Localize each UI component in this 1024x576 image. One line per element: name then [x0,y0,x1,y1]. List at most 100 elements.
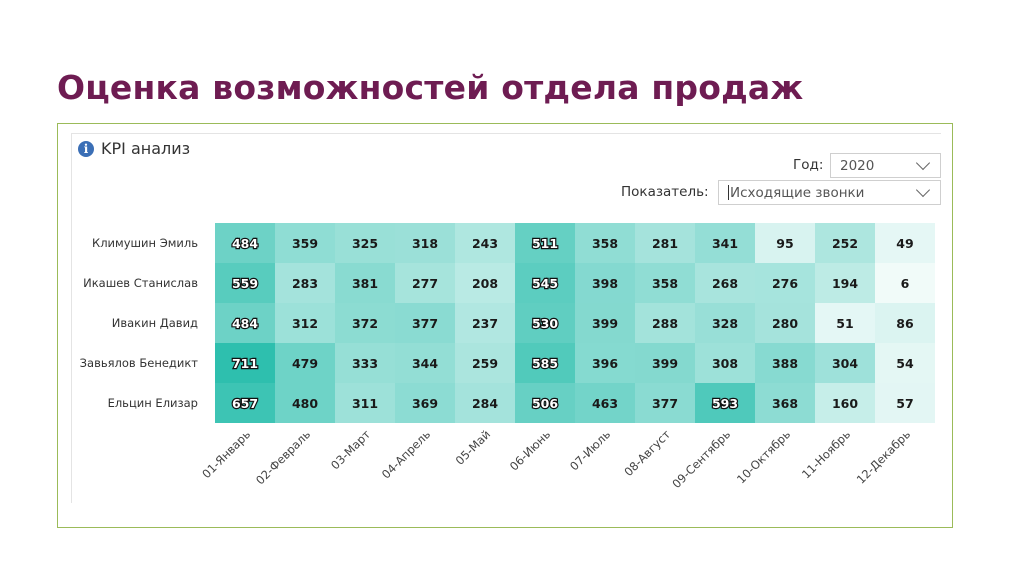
heatmap-cell[interactable] [215,383,275,423]
heatmap-cell-value: 341 [712,236,738,251]
column-label: 06-Июнь [507,427,553,473]
heatmap-cell[interactable] [395,223,455,263]
heatmap-cell[interactable] [635,303,695,343]
heatmap-cell[interactable] [575,383,635,423]
heatmap-cell[interactable] [695,263,755,303]
heatmap-cell[interactable] [575,263,635,303]
heatmap-cell[interactable] [815,343,875,383]
heatmap-cell[interactable] [875,303,935,343]
heatmap-cell-value: 280 [772,316,798,331]
year-select-value: 2020 [840,157,875,174]
heatmap-cell-value: 57 [896,396,913,411]
heatmap-cell[interactable] [275,223,335,263]
heatmap-cell[interactable] [695,383,755,423]
column-label: 05-Май [453,427,493,467]
heatmap-cell[interactable] [755,303,815,343]
heatmap-cell-value: 194 [832,276,858,291]
heatmap-cell-value: 506 [532,396,558,411]
heatmap-cell[interactable] [215,303,275,343]
column-label: 11-Ноябрь [799,427,853,481]
column-label: 12-Декабрь [854,427,914,487]
heatmap-cell-value: 304 [832,356,858,371]
heatmap-cell-value: 399 [592,316,618,331]
heatmap-cell[interactable] [515,263,575,303]
heatmap-cell-value: 312 [292,316,318,331]
heatmap-cell-value: 585 [532,356,558,371]
heatmap-cell[interactable] [695,223,755,263]
heatmap-cell[interactable] [515,223,575,263]
heatmap-cell[interactable] [635,223,695,263]
heatmap-cell[interactable] [635,383,695,423]
heatmap-cell[interactable] [455,383,515,423]
heatmap-cell-value: 268 [712,276,738,291]
heatmap-cell[interactable] [815,303,875,343]
heatmap-cell-value: 208 [472,276,498,291]
heatmap-cell[interactable] [395,383,455,423]
year-select[interactable]: 2020 [830,153,941,178]
text-cursor [728,185,729,200]
heatmap-cell[interactable] [515,343,575,383]
heatmap-cell-value: 160 [832,396,858,411]
heatmap-cell[interactable] [335,383,395,423]
heatmap-cell-value: 396 [592,356,618,371]
heatmap-cell[interactable] [275,383,335,423]
heatmap-cell[interactable] [335,303,395,343]
heatmap-cell-value: 593 [712,396,738,411]
heatmap-cell-value: 511 [532,236,558,251]
heatmap-cell[interactable] [515,303,575,343]
heatmap-cell[interactable] [695,343,755,383]
heatmap-cell[interactable] [695,303,755,343]
heatmap-cell-value: 86 [896,316,914,331]
heatmap-cell[interactable] [215,223,275,263]
heatmap-cell-value: 358 [652,276,678,291]
heatmap-cell[interactable] [815,223,875,263]
heatmap-cell-value: 276 [772,276,798,291]
heatmap-cell[interactable] [335,343,395,383]
heatmap-cell[interactable] [455,263,515,303]
heatmap-cell[interactable] [275,343,335,383]
heatmap-cell[interactable] [575,303,635,343]
heatmap-cell[interactable] [755,223,815,263]
heatmap-cell-value: 308 [712,356,738,371]
heatmap-cell[interactable] [395,263,455,303]
heatmap-cell[interactable] [875,223,935,263]
heatmap-cell-value: 333 [352,356,378,371]
heatmap-cell[interactable] [635,343,695,383]
heatmap-cell[interactable] [575,223,635,263]
column-label: 04-Апрель [379,427,433,481]
metric-select[interactable]: Исходящие звонки [718,180,941,205]
heatmap-cell[interactable] [875,383,935,423]
heatmap-cell[interactable] [215,263,275,303]
column-label: 03-Март [328,427,373,472]
heatmap-cell[interactable] [455,223,515,263]
heatmap-cell[interactable] [455,303,515,343]
heatmap-cell[interactable] [635,263,695,303]
heatmap-cell-value: 259 [472,356,498,371]
heatmap-cell[interactable] [815,383,875,423]
heatmap-cell[interactable] [275,263,335,303]
heatmap-cell[interactable] [515,383,575,423]
heatmap-cell[interactable] [335,223,395,263]
heatmap-cell[interactable] [335,263,395,303]
heatmap-cell[interactable] [875,343,935,383]
heatmap-cell-value: 277 [412,276,438,291]
heatmap-cell[interactable] [875,263,935,303]
heatmap-cell-value: 283 [292,276,318,291]
row-label: Ивакин Давид [112,316,198,330]
heatmap-cell-value: 49 [896,236,913,251]
heatmap-cell[interactable] [215,343,275,383]
heatmap-cell-value: 559 [232,276,258,291]
heatmap-cell[interactable] [455,343,515,383]
heatmap-cell[interactable] [275,303,335,343]
heatmap-cell-value: 281 [652,236,678,251]
heatmap-cell[interactable] [395,343,455,383]
info-icon[interactable]: i [78,140,94,157]
heatmap-cell[interactable] [755,383,815,423]
heatmap-cell[interactable] [755,263,815,303]
heatmap-cell[interactable] [575,343,635,383]
heatmap-cell[interactable] [755,343,815,383]
heatmap-cell[interactable] [395,303,455,343]
heatmap-cell-value: 479 [292,356,318,371]
heatmap-cell[interactable] [815,263,875,303]
